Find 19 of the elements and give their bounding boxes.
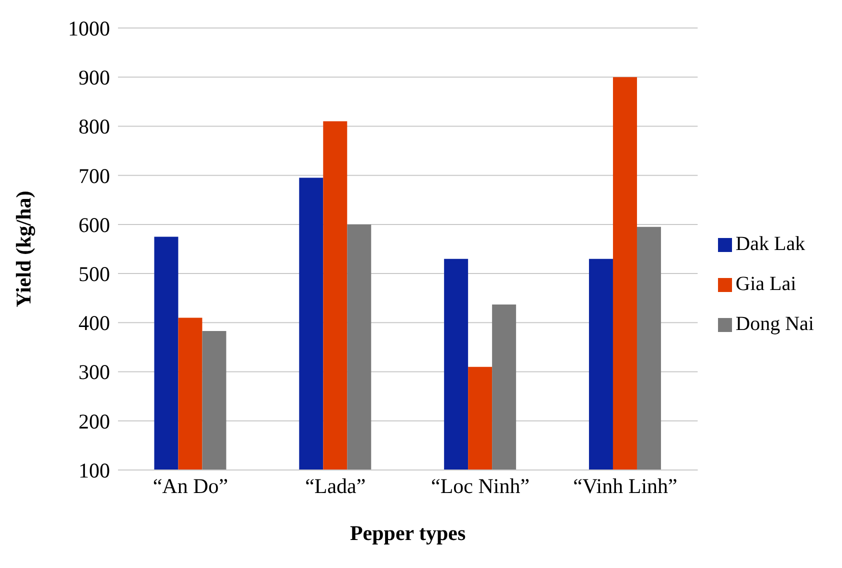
y-tick-label: 800 xyxy=(78,114,110,139)
y-tick-label: 700 xyxy=(78,164,110,188)
y-tick-label: 200 xyxy=(78,409,110,434)
legend-label: Gia Lai xyxy=(736,273,796,295)
y-tick-label: 500 xyxy=(78,262,110,286)
legend-label: Dong Nai xyxy=(736,313,814,335)
y-tick-label: 1000 xyxy=(68,16,110,40)
y-tick-label: 900 xyxy=(78,66,110,90)
y-tick-label: 100 xyxy=(78,458,110,482)
x-tick-label: “An Do” xyxy=(152,474,228,498)
y-tick-label: 600 xyxy=(78,212,110,237)
x-tick-label: “Vinh Linh” xyxy=(573,474,678,498)
legend-label: Dak Lak xyxy=(736,233,806,255)
y-tick-label: 400 xyxy=(78,311,110,336)
x-tick-label: “Lada” xyxy=(305,474,366,498)
y-tick-label: 300 xyxy=(78,360,110,384)
x-axis-title: Pepper types xyxy=(350,521,466,545)
y-axis-title: Yield (kg/ha) xyxy=(11,190,36,308)
x-tick-label: “Loc Ninh” xyxy=(431,474,530,498)
